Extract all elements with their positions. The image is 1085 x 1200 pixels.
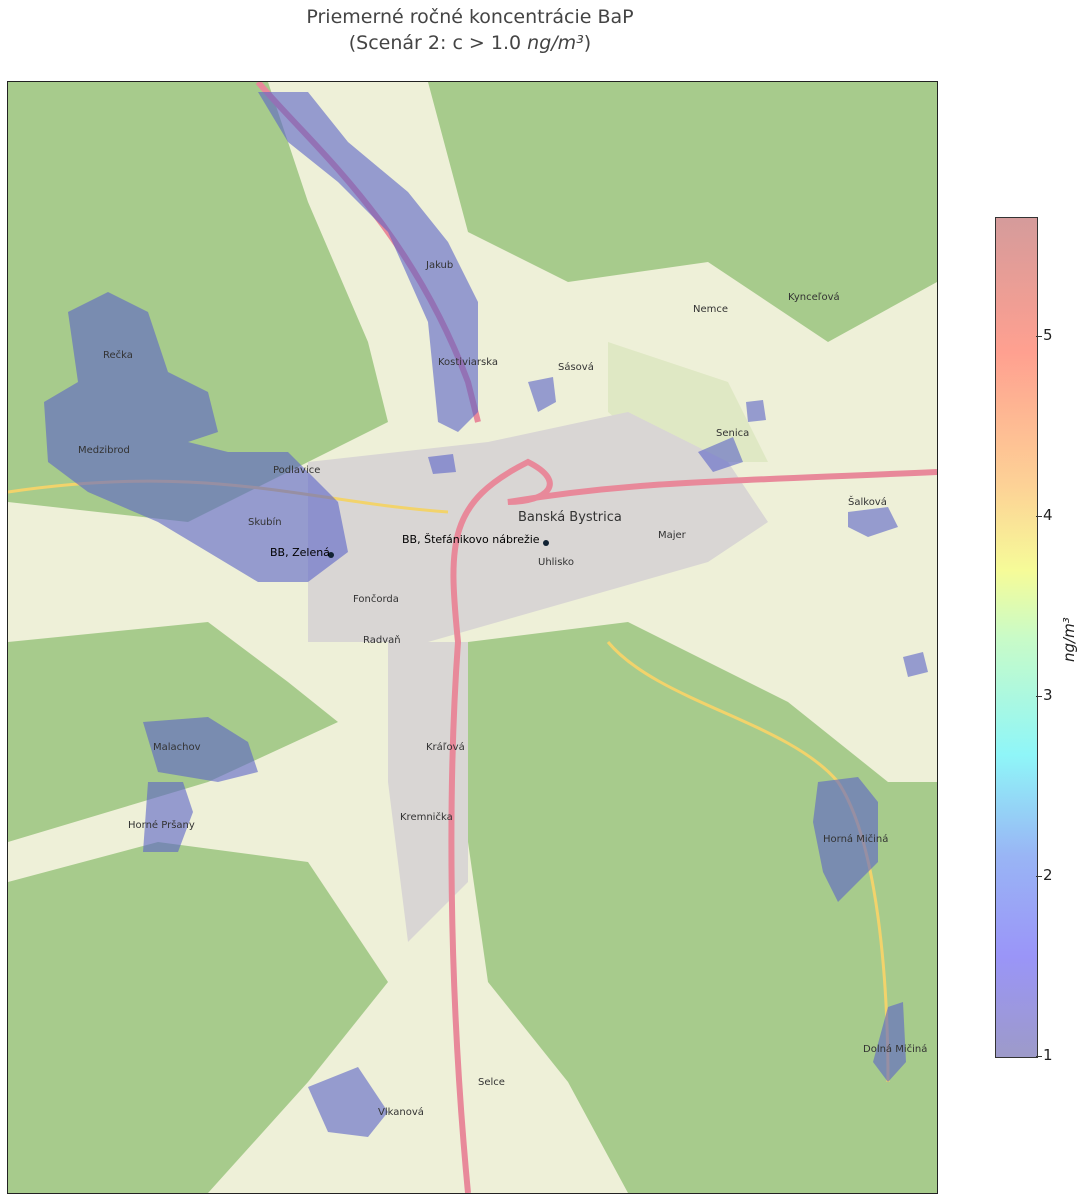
colorbar-tick-label: 4 [1043, 506, 1053, 524]
place-label: Horná Mičiná [823, 834, 889, 845]
title-line-2: (Scenár 2: c > 1.0 ng/m³) [348, 32, 592, 54]
concentration-overlay [44, 92, 928, 1137]
place-label: Banská Bystrica [518, 510, 622, 525]
place-label: Radvaň [363, 635, 401, 646]
place-label: Kremnička [400, 812, 453, 823]
station-marker-zelena [328, 552, 334, 558]
colorbar-tick [1036, 1056, 1042, 1057]
place-label: Majer [658, 530, 686, 541]
colorbar-tick-label: 5 [1043, 326, 1053, 344]
colorbar [995, 217, 1038, 1058]
colorbar-tick-label: 2 [1043, 866, 1053, 884]
place-label: Dolná Mičiná [863, 1044, 928, 1055]
place-label: Malachov [153, 742, 201, 753]
place-label: Kostiviarska [438, 357, 498, 368]
place-label: Kráľová [426, 742, 465, 753]
colorbar-label: ng/m³ [1060, 617, 1078, 662]
urban-areas [308, 412, 768, 942]
place-label: Fončorda [353, 594, 399, 605]
place-label: Šalková [848, 497, 887, 508]
basemap [8, 82, 937, 1193]
colorbar-tick-label: 1 [1043, 1046, 1053, 1064]
colorbar-tick [1036, 336, 1042, 337]
place-label: Skubín [248, 517, 282, 528]
place-label: Selce [478, 1077, 505, 1088]
station-label-stefanikovo: BB, Štefánikovo nábrežie [402, 533, 540, 546]
place-label: Podlavice [273, 465, 321, 476]
station-marker-stefanikovo [543, 540, 549, 546]
title-line-1: Priemerné ročné koncentrácie BaP [306, 6, 634, 28]
colorbar-tick [1036, 516, 1042, 517]
map-panel[interactable]: Banská Bystrica Sásová Kostiviarska Jaku… [7, 81, 938, 1194]
place-label: Uhlisko [538, 557, 574, 568]
place-label: Vlkanová [378, 1107, 424, 1118]
place-label: Sásová [558, 362, 594, 373]
place-label: Senica [716, 428, 750, 439]
place-label: Medzibrod [78, 445, 130, 456]
place-label: Jakub [426, 260, 454, 271]
place-label: Nemce [693, 304, 729, 315]
station-label-zelena: BB, Zelená [270, 546, 330, 559]
colorbar-tick [1036, 876, 1042, 877]
colorbar-tick [1036, 696, 1042, 697]
place-label: Kynceľová [788, 292, 840, 303]
colorbar-tick-label: 3 [1043, 686, 1053, 704]
place-label: Rečka [103, 350, 133, 361]
map-title: Priemerné ročné koncentrácie BaP (Scenár… [0, 4, 940, 56]
place-label: Horné Pršany [128, 820, 195, 831]
forest-areas [8, 82, 937, 1193]
